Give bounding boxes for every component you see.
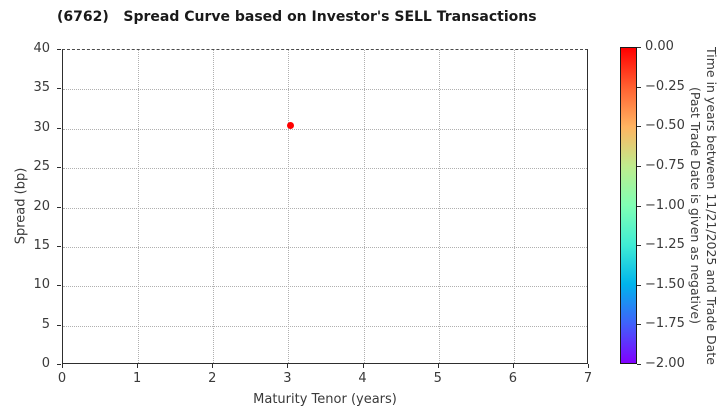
y-gridline [63,325,587,327]
x-tick-mark [137,364,139,368]
y-tick-mark [57,364,61,365]
y-gridline [63,246,587,248]
x-tick-mark [437,364,439,368]
y-tick-label: 5 [41,316,50,332]
x-tick-label: 6 [508,371,517,386]
y-tick-label: 20 [33,198,50,214]
y-tick-label: 10 [33,277,50,293]
colorbar-tick-mark [637,245,641,247]
x-tick-mark [287,364,289,368]
y-tick-label: 15 [33,237,50,253]
x-tick-label: 7 [583,371,593,386]
y-tick-mark [57,167,61,169]
plot-area [62,49,588,364]
y-tick-mark [57,88,61,90]
x-gridline [363,50,365,363]
x-tick-label: 3 [283,371,292,386]
y-tick-label: 30 [33,119,50,135]
x-tick-label: 2 [208,371,217,386]
colorbar-tick-mark [637,165,641,167]
y-tick-label: 0 [41,356,50,371]
colorbar-tick-mark [637,47,641,48]
y-tick-mark [57,245,61,247]
x-gridline [138,50,140,363]
x-tick-mark [588,364,589,368]
y-gridline [63,207,587,209]
x-gridline [513,50,515,363]
y-gridline [63,286,587,288]
x-tick-mark [212,364,214,368]
colorbar-tick-label: 0.00 [645,39,674,54]
colorbar [620,47,637,364]
y-tick-mark [57,206,61,208]
x-gridline [213,50,215,363]
x-gridline [438,50,440,363]
y-tick-mark [57,285,61,287]
colorbar-tick-mark [637,86,641,88]
y-gridline [63,168,587,170]
y-gridline [63,128,587,130]
y-tick-label: 25 [33,159,50,175]
colorbar-tick-label: −0.75 [645,157,685,173]
x-axis-label: Maturity Tenor (years) [253,392,397,407]
y-tick-label: 40 [33,41,50,56]
y-tick-mark [57,324,61,326]
y-tick-mark [57,49,61,50]
colorbar-tick-mark [637,126,641,128]
y-gridline [63,89,587,91]
colorbar-tick-label: −0.50 [645,118,685,134]
colorbar-tick-mark [637,364,641,365]
colorbar-tick-label: −1.25 [645,237,685,253]
colorbar-tick-label: −2.00 [645,356,685,371]
colorbar-tick-mark [637,205,641,207]
colorbar-label-line2: (Past Trade Date is given as negative) [688,87,703,324]
x-tick-label: 1 [133,371,142,386]
colorbar-tick-mark [637,324,641,326]
x-tick-label: 4 [358,371,367,386]
scatter-point [287,122,295,130]
chart-title: (6762) Spread Curve based on Investor's … [57,9,537,25]
x-tick-label: 0 [57,371,67,386]
colorbar-label-line1: Time in years between 11/21/2025 and Tra… [704,47,719,365]
x-tick-label: 5 [433,371,442,386]
y-tick-label: 35 [33,80,50,96]
x-tick-mark [362,364,364,368]
colorbar-tick-label: −1.75 [645,316,685,332]
colorbar-tick-label: −1.00 [645,197,685,213]
colorbar-tick-label: −0.25 [645,78,685,94]
x-tick-mark [512,364,514,368]
colorbar-tick-label: −1.50 [645,276,685,292]
y-tick-mark [57,127,61,129]
x-gridline [288,50,290,363]
colorbar-tick-mark [637,284,641,286]
colorbar-label: Time in years between 11/21/2025 and Tra… [686,47,719,365]
x-tick-mark [62,364,63,368]
